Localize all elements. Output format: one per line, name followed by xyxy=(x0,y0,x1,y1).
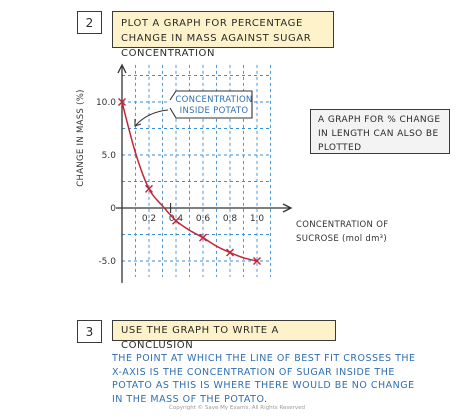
chart-curve-layer xyxy=(121,101,258,262)
data-point-stroke xyxy=(145,184,153,193)
y-tick-label: 5.0 xyxy=(102,151,117,161)
chart-ticks: 0.2 0.4 0.6 0.8 1.0 10.0 5.0 0 -5.0 xyxy=(96,98,264,267)
annotation-arrow-head xyxy=(134,119,142,127)
data-point xyxy=(172,216,180,225)
x-tick-label: 0.6 xyxy=(196,214,211,224)
data-point-stroke xyxy=(226,248,234,257)
step-number-3: 3 xyxy=(77,320,102,343)
y-tick-label: -5.0 xyxy=(98,257,116,267)
data-point xyxy=(226,248,234,257)
x-axis-label: CONCENTRATION OF xyxy=(296,220,388,230)
data-point xyxy=(253,257,261,265)
x-tick-label: 0.8 xyxy=(223,214,238,224)
y-axis-label: CHANGE IN MASS (%) xyxy=(76,89,86,186)
chart-points xyxy=(118,98,261,265)
x-tick-label: 0.2 xyxy=(142,214,156,224)
data-point xyxy=(199,233,207,242)
x-axis-label: SUCROSE (mol dm³) xyxy=(296,234,387,244)
data-point xyxy=(145,184,153,193)
step-instruction-plot: Plot a graph for percentage change in ma… xyxy=(112,11,334,59)
step-number-2: 2 xyxy=(77,11,102,34)
chart-axis-labels: CHANGE IN MASS (%) CONCENTRATION OF SUCROS… xyxy=(76,89,388,244)
data-point-stroke xyxy=(118,98,126,106)
x-tick-label: 0.4 xyxy=(169,214,184,224)
x-axis-arrow xyxy=(282,203,293,213)
annotation-callout-box xyxy=(169,90,253,119)
data-point xyxy=(118,98,126,106)
step-instruction-conclusion: Use the graph to write a conclusion xyxy=(112,320,336,351)
side-note: A graph for % change in length can also … xyxy=(310,109,450,154)
annotation-text: INSIDE POTATO xyxy=(180,106,249,116)
y-tick-label: 10.0 xyxy=(96,98,116,108)
copyright-text: Copyright © Save My Exams. All Rights Re… xyxy=(169,405,305,411)
data-point-stroke xyxy=(172,216,180,225)
x-tick-label: 1.0 xyxy=(250,214,265,224)
y-axis-arrow xyxy=(117,63,127,74)
annotation-arrow xyxy=(135,109,169,126)
conclusion-text: The point at which the line of best fit … xyxy=(112,353,416,405)
y-tick-label: 0 xyxy=(110,204,116,214)
annotation-text: CONCENTRATION xyxy=(175,95,252,105)
data-point-stroke xyxy=(199,233,207,242)
best-fit-curve xyxy=(121,101,258,262)
data-point-stroke xyxy=(253,257,261,265)
